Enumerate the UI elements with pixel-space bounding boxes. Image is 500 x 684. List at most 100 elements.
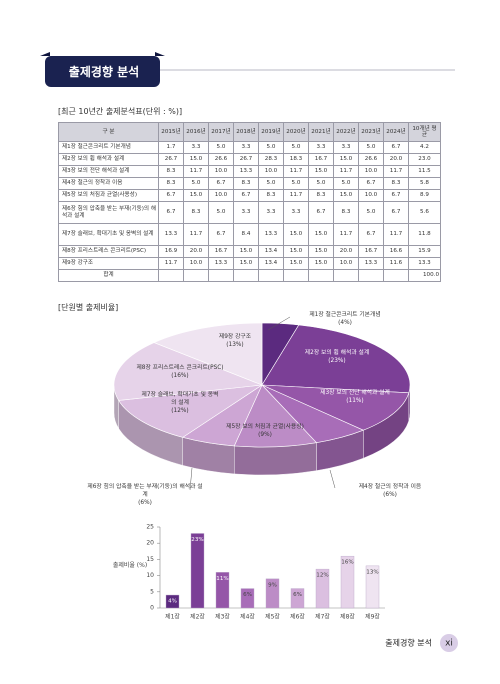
cell: 8.3 <box>233 177 259 190</box>
slice-name: 제6장 힘의 압축을 받는 부재(기둥)의 해석과 설계 <box>87 484 203 498</box>
table-row: 제5장 보의 처짐과 균열(사용성) 6.7 15.0 10.0 6.7 8.3 11.7 8… <box>58 189 441 202</box>
slice-label: 제7장 슬래브, 확대기초 및 옹벽의 설계 (12%) <box>140 392 220 415</box>
cell: 11.7 <box>333 165 359 178</box>
cell: 10.0 <box>358 165 384 178</box>
column-header: 10개년 평균 <box>408 122 441 142</box>
bar-value-label: 6% <box>293 592 302 598</box>
header-title: 출제경향 분석 <box>68 65 140 79</box>
slice-name: 제1장 철근콘크리트 기본개념 <box>309 312 381 318</box>
column-header: 2016년 <box>183 122 209 142</box>
cell: 11.8 <box>408 223 441 246</box>
pie-title: [단원별 출제비율] <box>58 303 119 312</box>
cell: 13.3 <box>358 257 384 270</box>
y-tick-label: 10 <box>146 572 154 579</box>
cell: 11.7 <box>283 189 309 202</box>
cell: 18.3 <box>283 153 309 166</box>
cell <box>283 269 309 282</box>
cell: 16.7 <box>308 153 334 166</box>
slice-label: 제1장 철근콘크리트 기본개념 (4%) <box>290 312 400 328</box>
cell <box>233 269 259 282</box>
cell: 100.0 <box>408 269 441 282</box>
cell: 15.9 <box>408 245 441 258</box>
cell: 15.0 <box>233 257 259 270</box>
bar-value-label: 23% <box>191 537 203 543</box>
x-tick-label: 제4장 <box>240 613 255 621</box>
cell: 5.0 <box>333 177 359 190</box>
cell: 10.0 <box>258 165 284 178</box>
cell: 11.7 <box>383 165 409 178</box>
cell: 3.3 <box>283 201 309 224</box>
bar-value-label: 6% <box>243 592 252 598</box>
slice-label: 제5장 보의 처짐과 균열(사용성) (9%) <box>225 424 305 440</box>
y-tick-label: 25 <box>146 524 154 531</box>
cell: 5.0 <box>258 141 284 154</box>
leader-line <box>267 316 291 331</box>
footer-section: 출제경향 분석 <box>385 638 432 648</box>
row-label: 제2장 보의 휨 해석과 설계 <box>58 153 159 166</box>
cell: 6.7 <box>208 177 234 190</box>
slice-name: 제7장 슬래브, 확대기초 및 옹벽의 설계 <box>141 392 219 406</box>
bar <box>190 533 205 609</box>
cell: 11.7 <box>283 165 309 178</box>
cell: 8.9 <box>408 189 441 202</box>
cell: 20.0 <box>333 245 359 258</box>
slice <box>113 342 263 401</box>
cell: 16.9 <box>158 245 184 258</box>
table-row: 제4장 철근의 정착과 이음 8.3 5.0 6.7 8.3 5.0 5.0 5.0 5.0 6.… <box>58 177 441 190</box>
cell: 26.6 <box>358 153 384 166</box>
leader-line <box>329 469 336 489</box>
tab-corner <box>155 52 165 56</box>
cell: 11.7 <box>158 257 184 270</box>
y-tick-label: 20 <box>146 540 154 547</box>
cell: 1.7 <box>158 141 184 154</box>
tab-corner <box>40 52 50 56</box>
cell: 6.7 <box>383 141 409 154</box>
page-number: xi <box>445 639 453 649</box>
slice-label: 제9장 강구조 (13%) <box>195 334 275 350</box>
x-tick-label: 제9장 <box>365 613 380 621</box>
cell <box>183 269 209 282</box>
slice-label: 제6장 힘의 압축을 받는 부재(기둥)의 해석과 설계 (6%) <box>85 484 205 507</box>
table-row: 제3장 보의 전단 해석과 설계 8.3 11.7 10.0 13.3 10.0 11.7 1… <box>58 165 441 178</box>
cell: 5.0 <box>283 141 309 154</box>
cell: 11.7 <box>333 223 359 246</box>
cell: 8.3 <box>183 201 209 224</box>
cell: 13.3 <box>158 223 184 246</box>
bar <box>315 568 330 609</box>
header-tab <box>45 56 160 87</box>
cell: 10.0 <box>358 189 384 202</box>
cell: 5.0 <box>358 141 384 154</box>
cell: 13.4 <box>258 245 284 258</box>
bar-value-label: 12% <box>316 573 328 579</box>
cell: 6.7 <box>358 223 384 246</box>
y-tick-label: 15 <box>146 556 154 563</box>
column-header: 2023년 <box>358 122 384 142</box>
cell: 3.3 <box>333 141 359 154</box>
cell: 6.7 <box>358 177 384 190</box>
bar-value-label: 9% <box>268 582 277 588</box>
cell: 5.0 <box>283 177 309 190</box>
page-badge <box>440 634 458 652</box>
cell: 10.0 <box>333 257 359 270</box>
x-tick-label: 제3장 <box>215 613 230 621</box>
cell: 15.0 <box>283 223 309 246</box>
x-tick-label: 제1장 <box>165 613 180 621</box>
bar-value-label: 4% <box>168 599 177 605</box>
cell: 5.0 <box>358 201 384 224</box>
slice <box>118 384 263 438</box>
row-label: 제7장 슬래브, 확대기초 및 옹벽의 설계 <box>58 223 159 246</box>
bar <box>165 594 180 609</box>
row-label: 제4장 철근의 정착과 이음 <box>58 177 159 190</box>
table-row: 제7장 슬래브, 확대기초 및 옹벽의 설계 13.3 11.7 6.7 8.4 13.3… <box>58 223 441 246</box>
cell: 11.6 <box>383 257 409 270</box>
cell: 3.3 <box>183 141 209 154</box>
bar-value-label: 11% <box>216 576 228 582</box>
bar-ylabel: 출제비율 (%) <box>112 562 148 569</box>
column-header: 2015년 <box>158 122 184 142</box>
slice-value: (6%) <box>138 499 152 506</box>
cell: 16.7 <box>358 245 384 258</box>
cell: 8.3 <box>383 177 409 190</box>
header-row: 구 분 2015년 2016년 2017년 2018년 2019년 2020년 2021년 20… <box>58 122 441 142</box>
